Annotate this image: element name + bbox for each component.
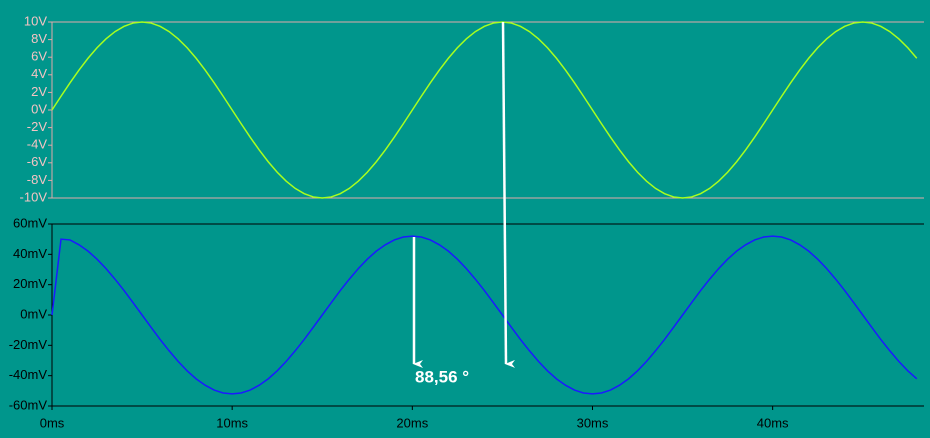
y-tick-label: -4V: [27, 137, 48, 152]
y-tick-label: 0V: [31, 101, 47, 116]
x-tick-label: 20ms: [396, 415, 428, 430]
y-tick-label: 20mV: [13, 276, 47, 291]
y-tick-label: -6V: [27, 154, 48, 169]
series-line: [51, 21, 918, 199]
y-tick-label: -40mV: [9, 367, 48, 382]
y-tick-label: -20mV: [9, 337, 48, 352]
y-tick-label: 0mV: [20, 306, 47, 321]
annotation: 88,56 °: [415, 367, 469, 386]
y-tick-label: 6V: [31, 49, 47, 64]
arrow: [501, 21, 516, 368]
x-tick-label: 10ms: [216, 415, 248, 430]
y-tick-label: -2V: [27, 119, 48, 134]
y-tick-label: 4V: [31, 66, 47, 81]
y-tick-label: -8V: [27, 172, 48, 187]
y-tick-label: 60mV: [13, 215, 47, 230]
x-tick-label: 30ms: [577, 415, 609, 430]
series-line: [51, 235, 918, 395]
y-tick-label: -10V: [20, 189, 48, 204]
x-tick-label: 0ms: [40, 415, 65, 430]
y-tick-label: 2V: [31, 84, 47, 99]
y-tick-label: 8V: [31, 31, 47, 46]
y-tick-label: -60mV: [9, 397, 48, 412]
y-tick-label: 40mV: [13, 246, 47, 261]
y-tick-label: 10V: [24, 13, 47, 28]
x-tick-label: 40ms: [757, 415, 789, 430]
